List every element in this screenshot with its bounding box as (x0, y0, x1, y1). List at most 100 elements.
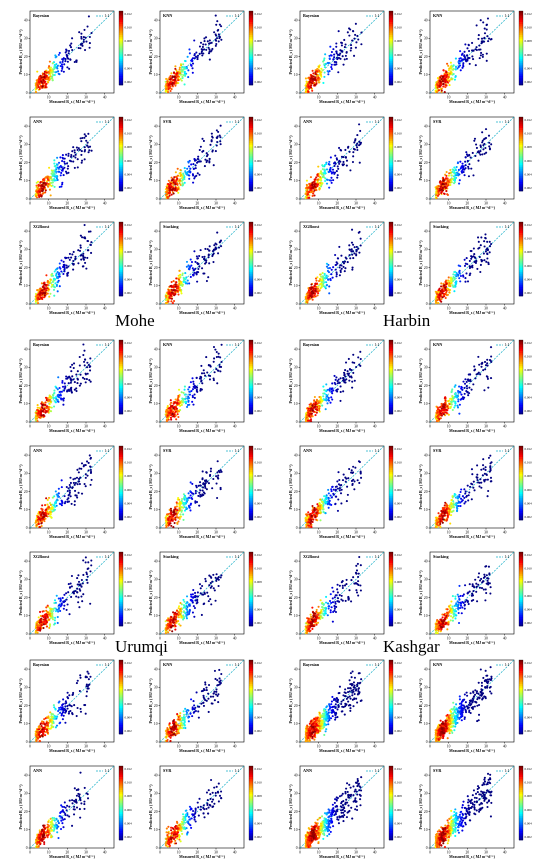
scatter-point (63, 268, 66, 271)
scatter-point (67, 154, 70, 157)
scatter-point (53, 270, 56, 273)
y-tick-label: 30 (424, 143, 428, 147)
scatter-point (484, 236, 487, 239)
scatter-point (453, 166, 456, 169)
scatter-point (72, 367, 75, 370)
colorbar-tick-label: 0.010 (125, 237, 133, 241)
scatter-point (445, 291, 448, 294)
scatter-point (61, 379, 64, 383)
scatter-point (305, 183, 308, 186)
scatter-point (215, 368, 218, 371)
scatter-point (62, 389, 66, 392)
y-tick-label: 30 (154, 366, 158, 370)
scatter-point (358, 144, 361, 147)
scatter-point (193, 396, 196, 400)
scatter-point (63, 157, 66, 160)
scatter-point (203, 479, 207, 482)
scatter-point (169, 511, 173, 514)
x-tick-label: 40 (233, 202, 237, 206)
scatter-point (46, 503, 49, 506)
scatter-point (69, 582, 72, 585)
x-tick-label: 20 (196, 202, 200, 206)
scatter-point (67, 256, 70, 259)
scatter-point (55, 63, 58, 66)
scatter-point (171, 76, 174, 79)
scatter-point (203, 255, 206, 258)
scatter-point (77, 480, 80, 483)
scatter-point (89, 380, 92, 383)
scatter-point (74, 258, 77, 261)
y-axis-label: Predicted R_s ( MJ m⁻²d⁻¹) (149, 358, 153, 404)
scatter-point (212, 360, 215, 363)
scatter-point (80, 578, 83, 582)
scatter-point (354, 22, 357, 25)
scatter-point (57, 167, 60, 170)
scatter-point (83, 136, 86, 139)
scatter-point (350, 241, 354, 244)
scatter-point (336, 174, 339, 177)
scatter-point (192, 269, 195, 272)
scatter-point (71, 150, 74, 153)
scatter-point (450, 279, 453, 282)
scatter-point (480, 37, 484, 40)
colorbar-tick-label: 0.010 (125, 355, 133, 359)
scatter-point (42, 182, 45, 185)
scatter-point (78, 31, 81, 34)
scatter-point (165, 193, 168, 196)
scatter-point (188, 403, 191, 406)
scatter-point (352, 155, 355, 158)
scatter-point (441, 288, 444, 291)
scatter-point (77, 596, 80, 599)
x-axis-label: Measured R_s ( MJ m⁻²d⁻¹) (319, 100, 365, 104)
scatter-point (83, 349, 86, 352)
scatter-point (86, 372, 89, 375)
scatter-point (58, 185, 61, 189)
scatter-point (41, 404, 44, 407)
scatter-point (83, 133, 86, 136)
scatter-point (176, 289, 179, 292)
scatter-point (480, 51, 483, 55)
scatter-point (53, 162, 56, 165)
scatter-point (211, 250, 215, 253)
scatter-point (188, 282, 191, 285)
scatter-point (304, 91, 307, 94)
scatter-point (182, 172, 185, 175)
scatter-point (330, 273, 333, 276)
scatter-point (183, 181, 186, 184)
scatter-point (41, 85, 44, 88)
scatter-point (483, 152, 486, 155)
scatter-point (165, 296, 168, 299)
scatter-point (48, 65, 51, 68)
scatter-point (441, 189, 445, 192)
x-tick-label: 10 (47, 96, 51, 100)
scatter-point (167, 407, 170, 410)
scatter-point (59, 597, 62, 600)
scatter-point (203, 372, 206, 375)
scatter-point (310, 294, 313, 298)
scatter-point (217, 369, 220, 372)
scatter-point (187, 76, 190, 79)
scatter-point (51, 75, 54, 78)
scatter-point (36, 406, 39, 409)
scatter-point (85, 267, 88, 270)
scatter-point (326, 61, 329, 64)
scatter-point (487, 37, 491, 40)
scatter-point (65, 592, 68, 595)
scatter-point (165, 416, 168, 419)
scatter-point (74, 255, 77, 258)
y-tick-label: 30 (24, 366, 28, 370)
scatter-point (334, 154, 337, 157)
scatter-point (47, 178, 50, 181)
scatter-point (209, 473, 212, 476)
y-tick-label: 40 (154, 229, 158, 233)
scatter-point (315, 176, 318, 179)
scatter-point (443, 185, 446, 188)
scatter-point (189, 502, 193, 505)
scatter-point (439, 293, 442, 296)
scatter-point (330, 181, 333, 184)
scatter-point (48, 295, 51, 298)
scatter-point (56, 398, 59, 401)
scatter-point (63, 270, 66, 273)
